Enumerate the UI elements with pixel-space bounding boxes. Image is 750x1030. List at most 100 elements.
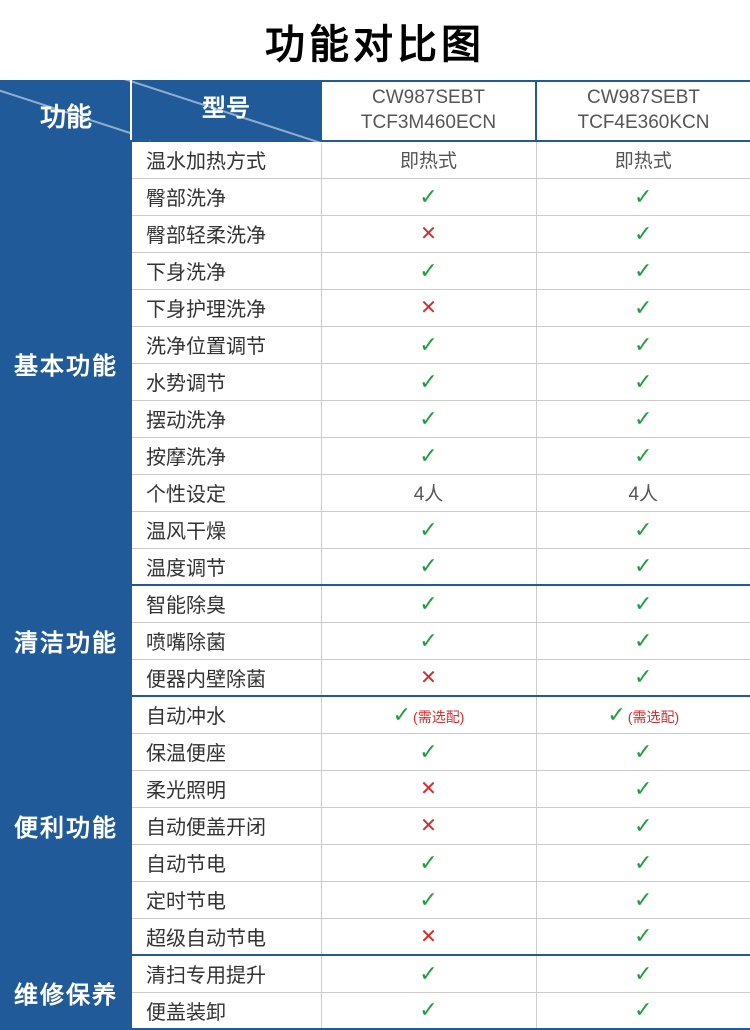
check-icon: ✓ (634, 406, 652, 431)
cross-icon: ✕ (420, 815, 437, 837)
feature-cell: 按摩洗净 (131, 437, 321, 474)
value-cell: ✓ (536, 955, 750, 992)
value-cell: ✓ (536, 400, 750, 437)
check-icon: ✓ (419, 887, 437, 912)
value-note: (需选配) (413, 709, 464, 725)
check-icon: ✓ (634, 850, 652, 875)
value-cell: ✓ (536, 733, 750, 770)
header-model-label: 型号 (131, 81, 321, 141)
feature-cell: 柔光照明 (131, 770, 321, 807)
value-cell: ✓ (536, 622, 750, 659)
category-cell: 便利功能 (1, 696, 131, 955)
feature-cell: 温水加热方式 (131, 141, 321, 178)
value-cell: ✓(需选配) (321, 696, 536, 733)
check-icon: ✓ (634, 664, 652, 689)
page-title: 功能对比图 (0, 0, 750, 80)
cross-icon: ✕ (420, 223, 437, 245)
category-cell: 基本功能 (1, 141, 131, 585)
value-cell: ✓ (536, 992, 750, 1029)
feature-cell: 智能除臭 (131, 585, 321, 622)
value-cell: ✓ (321, 881, 536, 918)
value-cell: ✓ (536, 326, 750, 363)
table-row: 清洁功能智能除臭✓✓ (1, 585, 750, 622)
value-cell: ✕ (321, 770, 536, 807)
check-icon: ✓ (634, 184, 652, 209)
value-cell: ✓ (536, 807, 750, 844)
feature-cell: 个性设定 (131, 474, 321, 511)
value-cell: 4人 (321, 474, 536, 511)
value-cell: ✓ (536, 844, 750, 881)
value-cell: ✓(需选配) (536, 696, 750, 733)
feature-cell: 洗净位置调节 (131, 326, 321, 363)
value-cell: ✓ (536, 363, 750, 400)
value-cell: ✕ (321, 659, 536, 696)
feature-cell: 臀部洗净 (131, 178, 321, 215)
check-icon: ✓ (419, 258, 437, 283)
check-icon: ✓ (634, 258, 652, 283)
cross-icon: ✕ (420, 297, 437, 319)
feature-cell: 温风干燥 (131, 511, 321, 548)
feature-cell: 下身护理洗净 (131, 289, 321, 326)
check-icon: ✓ (634, 628, 652, 653)
value-cell: ✓ (321, 437, 536, 474)
cross-icon: ✕ (420, 667, 437, 689)
check-icon: ✓ (419, 997, 437, 1022)
comparison-table-container: 功能对比图 功能型号CW987SEBTTCF3M460ECNCW987SEBTT… (0, 0, 750, 1030)
value-cell: ✓ (321, 955, 536, 992)
feature-cell: 摆动洗净 (131, 400, 321, 437)
check-icon: ✓ (393, 702, 411, 727)
value-cell: 即热式 (321, 141, 536, 178)
value-text: 4人 (628, 484, 658, 505)
value-cell: ✓ (321, 178, 536, 215)
value-cell: ✓ (321, 733, 536, 770)
feature-cell: 下身洗净 (131, 252, 321, 289)
table-row: 便利功能自动冲水✓(需选配)✓(需选配) (1, 696, 750, 733)
feature-cell: 水势调节 (131, 363, 321, 400)
check-icon: ✓ (634, 332, 652, 357)
value-cell: ✓ (536, 511, 750, 548)
value-cell: ✓ (321, 326, 536, 363)
feature-cell: 超级自动节电 (131, 918, 321, 955)
table-row: 基本功能温水加热方式即热式即热式 (1, 141, 750, 178)
check-icon: ✓ (634, 369, 652, 394)
check-icon: ✓ (634, 961, 652, 986)
feature-cell: 定时节电 (131, 881, 321, 918)
check-icon: ✓ (419, 850, 437, 875)
feature-cell: 自动冲水 (131, 696, 321, 733)
check-icon: ✓ (419, 332, 437, 357)
cross-icon: ✕ (420, 778, 437, 800)
check-icon: ✓ (634, 591, 652, 616)
check-icon: ✓ (634, 443, 652, 468)
value-cell: ✓ (536, 659, 750, 696)
value-cell: ✓ (321, 585, 536, 622)
value-cell: 即热式 (536, 141, 750, 178)
value-cell: ✓ (321, 400, 536, 437)
check-icon: ✓ (634, 739, 652, 764)
check-icon: ✓ (419, 517, 437, 542)
check-icon: ✓ (419, 739, 437, 764)
check-icon: ✓ (634, 221, 652, 246)
table-row: 维修保养清扫专用提升✓✓ (1, 955, 750, 992)
check-icon: ✓ (634, 997, 652, 1022)
check-icon: ✓ (634, 517, 652, 542)
value-cell: ✕ (321, 807, 536, 844)
value-cell: ✓ (321, 511, 536, 548)
value-cell: ✓ (536, 215, 750, 252)
value-cell: ✓ (536, 918, 750, 955)
header-product-1: CW987SEBTTCF4E360KCN (536, 81, 750, 141)
header-function-label: 功能 (1, 81, 131, 141)
feature-cell: 温度调节 (131, 548, 321, 585)
value-cell: ✓ (536, 437, 750, 474)
value-cell: ✓ (321, 363, 536, 400)
value-cell: 4人 (536, 474, 750, 511)
value-cell: ✓ (536, 178, 750, 215)
value-cell: ✓ (321, 252, 536, 289)
check-icon: ✓ (419, 406, 437, 431)
feature-cell: 自动节电 (131, 844, 321, 881)
comparison-table: 功能型号CW987SEBTTCF3M460ECNCW987SEBTTCF4E36… (0, 80, 750, 1030)
feature-cell: 臀部轻柔洗净 (131, 215, 321, 252)
check-icon: ✓ (634, 295, 652, 320)
feature-cell: 喷嘴除菌 (131, 622, 321, 659)
check-icon: ✓ (419, 184, 437, 209)
check-icon: ✓ (634, 887, 652, 912)
